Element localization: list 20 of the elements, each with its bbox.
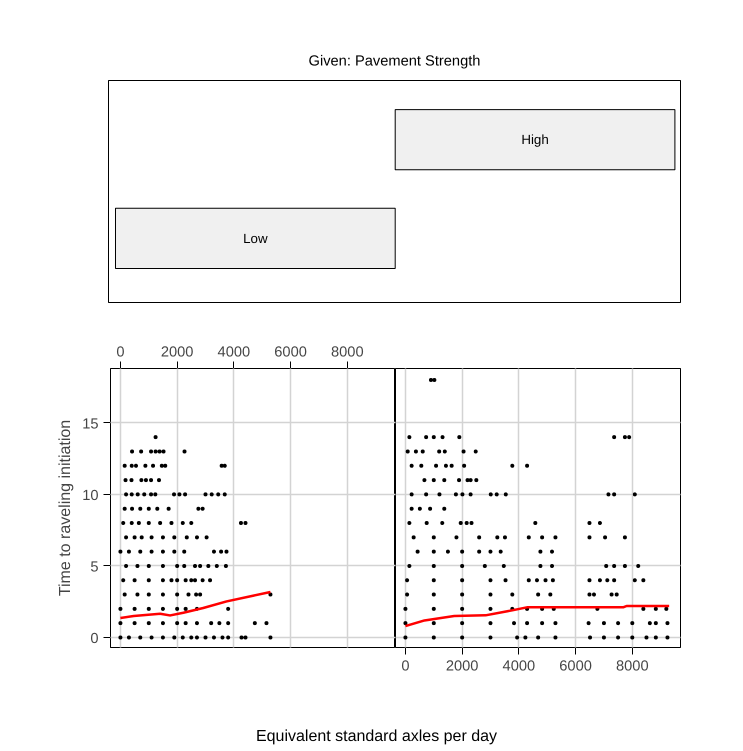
y-tick-label: 15 <box>82 416 99 432</box>
x-tick-label: 6000 <box>274 344 307 360</box>
y-tick-label: 0 <box>90 630 99 647</box>
x-tick-label: 4000 <box>218 344 250 360</box>
y-axis-title: Time to raveling initiation <box>57 420 74 596</box>
y-tick-label: 10 <box>82 488 99 504</box>
y-tick-label: 5 <box>90 559 99 576</box>
x-tick-label: 8000 <box>330 344 364 360</box>
x-tick-label: 0 <box>116 344 125 360</box>
x-tick-label: 4000 <box>502 658 536 674</box>
text: Low <box>243 230 268 246</box>
x-tick-label: 0 <box>401 658 410 674</box>
x-tick-label: 2000 <box>160 344 194 360</box>
text: Given: Pavement Strength <box>308 54 480 70</box>
x-axis-title: Equivalent standard axles per day <box>256 727 498 747</box>
x-tick-label: 2000 <box>446 658 478 674</box>
text: High <box>521 132 549 148</box>
x-tick-label: 8000 <box>616 658 649 674</box>
x-tick-label: 6000 <box>559 658 592 674</box>
line-series <box>119 590 272 620</box>
